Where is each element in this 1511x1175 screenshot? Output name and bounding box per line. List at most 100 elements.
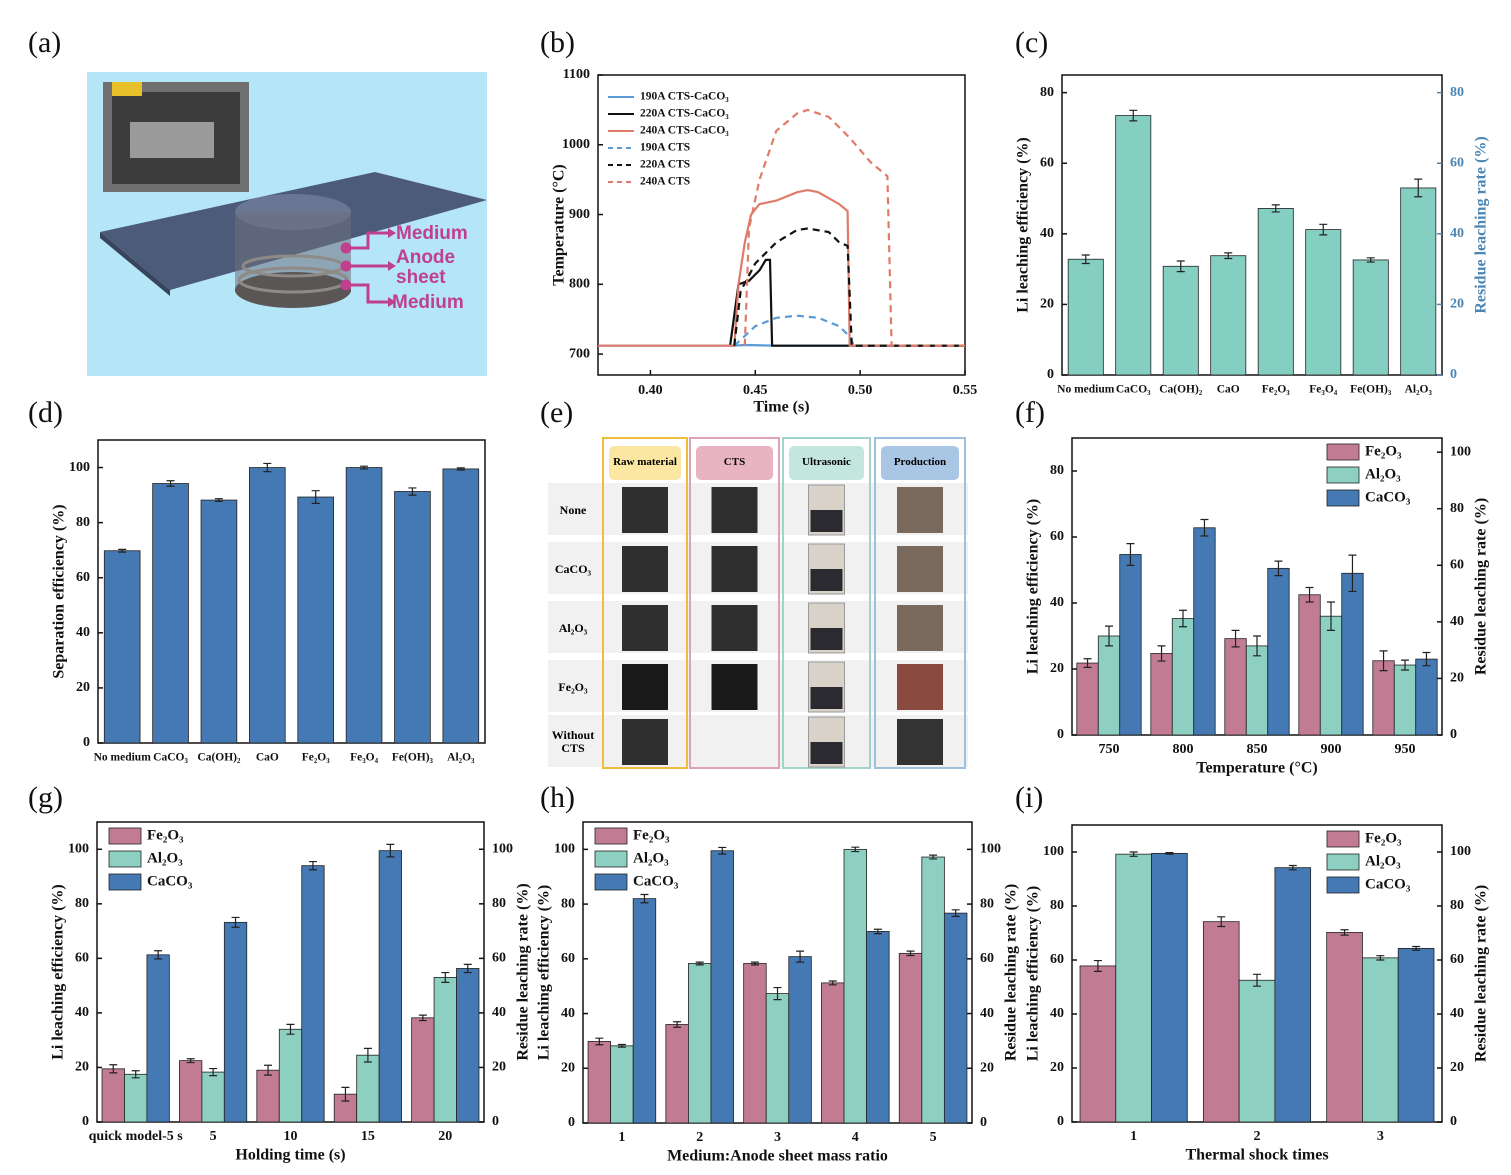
label: Anode sheet [396, 247, 456, 288]
bar [1372, 660, 1395, 736]
legend-label: Al₂O₃ [633, 850, 669, 866]
legend-label: 190A CTS-CaCO₃ [640, 91, 729, 103]
bar [301, 865, 325, 1123]
error-bar [1105, 625, 1113, 647]
bar [411, 1017, 435, 1123]
legend-swatch [108, 827, 142, 845]
legend-label: 240A CTS [640, 176, 690, 188]
bar [152, 483, 189, 744]
x-axis-label: Medium:Anode sheet mass ratio [667, 1148, 888, 1165]
bar [124, 1073, 148, 1123]
photo [897, 546, 943, 592]
error-bar [154, 950, 163, 960]
error-bar [773, 986, 782, 1001]
bar [1352, 259, 1389, 376]
y-tick-label: 80 [1050, 898, 1064, 913]
legend-swatch [108, 873, 142, 891]
bar [200, 499, 238, 744]
photo [622, 719, 668, 765]
y2-tick-label: 40 [1450, 1006, 1464, 1021]
y2-axis-label: Residue leaching rate (%) [1473, 885, 1490, 1062]
x-tick-label: 1 [618, 1130, 625, 1145]
column-frame [874, 437, 966, 769]
x-tick-label: CaCO₃ [1116, 384, 1151, 396]
error-bar [131, 1070, 140, 1079]
legend-swatch [1326, 443, 1360, 461]
x-tick-label: 2 [1254, 1129, 1261, 1144]
bar [843, 848, 867, 1124]
legend-label: 190A CTS [640, 142, 690, 154]
error-bar [1179, 609, 1187, 628]
bar [179, 1060, 203, 1123]
panel-label: (g) [28, 781, 63, 814]
plot-frame [1061, 74, 1443, 376]
legend-label: Fe₂O₃ [1365, 830, 1402, 846]
legend-label: CaCO₃ [1365, 876, 1411, 892]
y-tick-label: 900 [569, 207, 590, 222]
error-bar [1217, 916, 1226, 928]
x-tick-label: No medium [94, 752, 152, 764]
y-tick-label: 20 [76, 680, 90, 695]
error-bar [1414, 178, 1423, 198]
error-bar [1129, 109, 1138, 122]
error-bar [1305, 586, 1314, 603]
x-tick-label: Fe(OH)₃ [392, 752, 434, 764]
column-frame [782, 437, 871, 769]
error-bar [209, 1067, 218, 1077]
bar [788, 956, 812, 1124]
x-tick-label: 2 [696, 1130, 703, 1145]
photo [897, 605, 943, 651]
bar [433, 977, 457, 1123]
x-tick-label: 20 [438, 1129, 452, 1144]
x-tick-label: 900 [1321, 742, 1342, 757]
y-tick-label: 1100 [563, 67, 590, 82]
y2-tick-label: 0 [1450, 727, 1457, 742]
bar [765, 993, 790, 1124]
label: Medium [396, 223, 468, 244]
error-bar [1379, 650, 1388, 672]
photo-liquid [810, 687, 843, 709]
x-tick-label: 3 [774, 1130, 781, 1145]
error-bar [214, 498, 223, 503]
panel-label: (h) [540, 781, 575, 814]
x-tick-label: Fe(OH)₃ [1350, 384, 1392, 396]
bar [223, 921, 248, 1123]
x-tick-label: 750 [1099, 742, 1120, 757]
y-tick-label: 80 [561, 896, 575, 911]
y2-tick-label: 40 [1450, 614, 1464, 629]
row-label: CaCO₃ [554, 561, 592, 576]
bar [1097, 635, 1121, 736]
x-tick-label: Ca(OH)₂ [1159, 384, 1203, 396]
bar [1400, 187, 1437, 376]
y-tick-label: 40 [76, 625, 90, 640]
bar [297, 496, 334, 744]
y2-tick-label: 60 [492, 951, 506, 966]
x-tick-label: CaO [256, 752, 279, 764]
bar [1115, 853, 1152, 1123]
column-header [789, 446, 864, 480]
error-bar [1274, 560, 1283, 577]
bar [345, 467, 383, 744]
y2-axis-label: Residue leaching rate (%) [1473, 136, 1490, 313]
y-axis-label: Li leaching efficiency (%) [1025, 886, 1042, 1062]
y2-tick-label: 80 [1450, 501, 1464, 516]
y2-tick-label: 40 [1450, 226, 1464, 241]
y2-tick-label: 60 [1450, 155, 1464, 170]
legend-label: 220A CTS-CaCO₃ [640, 108, 729, 120]
error-bar [418, 1014, 427, 1022]
y-tick-label: 1000 [562, 137, 590, 152]
y-tick-label: 20 [1050, 661, 1064, 676]
y2-axis-label: Residue leaching rate (%) [515, 883, 532, 1060]
bar [201, 1071, 225, 1123]
error-bar [1340, 929, 1349, 936]
column-header-label: CTS [723, 456, 746, 469]
bar [898, 952, 923, 1124]
label: Medium [392, 292, 464, 313]
column-header-label: Production [893, 456, 947, 469]
bar [1076, 662, 1099, 736]
x-tick-label: Fe₃O₄ [1309, 384, 1338, 396]
y2-axis-label: Residue leaching rate (%) [1003, 884, 1020, 1061]
row-label: Fe₂O₃ [558, 679, 588, 694]
y-tick-label: 60 [1050, 952, 1064, 967]
photo [711, 546, 758, 592]
